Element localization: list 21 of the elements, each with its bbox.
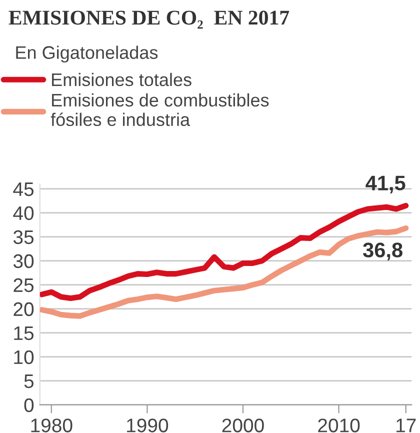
chart-title: EMISIONES DE CO₂ EN 2017 <box>8 10 290 29</box>
annotation: 36,8 <box>363 242 402 260</box>
chart-subtitle: En Gigatoneladas <box>16 46 158 63</box>
y-tick-label: 20 <box>14 302 34 316</box>
x-tick-label: 17 <box>396 418 416 432</box>
x-tick-label: 1980 <box>31 418 72 432</box>
y-tick-label: 35 <box>13 230 34 244</box>
y-tick-label: 40 <box>13 206 34 220</box>
legend-label: Emisiones totales <box>52 72 192 86</box>
annotation: 41,5 <box>366 176 406 194</box>
y-tick-label: 25 <box>14 278 34 292</box>
y-tick-label: 30 <box>13 254 34 268</box>
y-tick-label: 15 <box>14 326 34 340</box>
x-tick-label: 2000 <box>222 418 264 432</box>
x-tick-label: 1990 <box>127 418 168 432</box>
y-tick-label: 5 <box>24 374 34 388</box>
y-tick-label: 10 <box>14 350 34 364</box>
y-tick-label: 45 <box>13 182 34 196</box>
x-tick-label: 2010 <box>318 418 360 432</box>
legend-label: Emisiones de combustibles fósiles e industria <box>50 93 269 126</box>
y-tick-label: 0 <box>24 398 34 412</box>
